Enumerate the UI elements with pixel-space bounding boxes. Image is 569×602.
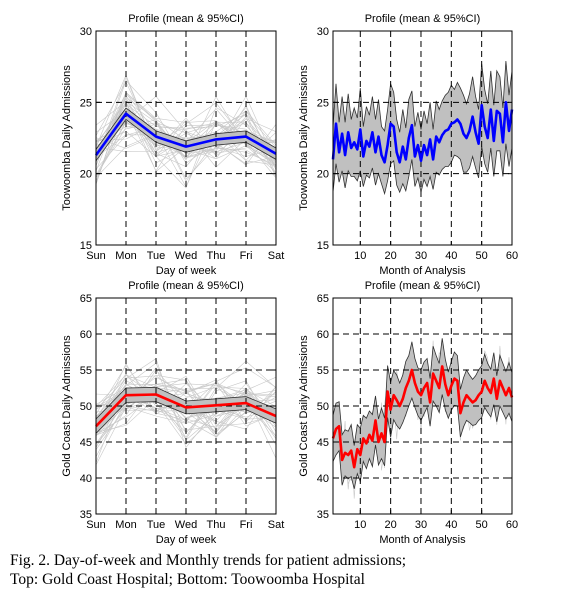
y-tick-label: 65 <box>80 293 92 305</box>
caption-line-2: Top: Gold Coast Hospital; Bottom: Toowoo… <box>10 571 365 588</box>
x-tick-label: 60 <box>506 250 518 262</box>
y-tick-label: 40 <box>80 473 92 485</box>
y-tick-label: 30 <box>317 26 329 38</box>
x-tick-label: 10 <box>354 250 366 262</box>
y-axis-label: Toowoomba Daily Admissions <box>298 65 310 211</box>
x-tick-label: Thu <box>207 250 226 262</box>
dow-goldcoast-plot: 35 40 45 50 55 60 65 Sun Mon Tue Wed Thu Fri Sat Profi… <box>61 280 284 546</box>
mean-series-line <box>331 365 514 469</box>
y-tick-label: 65 <box>317 293 329 305</box>
y-tick-label: 20 <box>80 169 92 181</box>
y-tick-label: 50 <box>80 401 92 413</box>
x-tick-label: Mon <box>115 250 136 262</box>
x-tick-label: 20 <box>385 250 397 262</box>
x-tick-label: Sun <box>86 519 106 531</box>
y-tick-label: 60 <box>80 329 92 341</box>
y-tick-label: 45 <box>317 437 329 449</box>
figure-caption: Fig. 2. Day-of-week and Monthly trends f… <box>10 551 565 589</box>
y-tick-label: 55 <box>80 365 92 377</box>
chart-title: Profile (mean & 95%CI) <box>365 280 481 292</box>
y-tick-label: 15 <box>80 240 92 252</box>
y-tick-label: 25 <box>317 97 329 109</box>
chart-title: Profile (mean & 95%CI) <box>365 13 481 25</box>
dow-toowoomba-plot: 15 20 25 30 Sun Mon Tue Wed Thu Fri Sat Profile (me… <box>61 13 284 277</box>
mean-series-line <box>94 112 277 156</box>
x-axis-label: Day of week <box>156 534 217 546</box>
mean-series-line <box>95 393 277 428</box>
y-axis-label: Toowoomba Daily Admissions <box>61 65 73 211</box>
x-axis-label: Month of Analysis <box>379 534 466 546</box>
y-tick-label: 35 <box>317 509 329 521</box>
x-tick-label: 60 <box>506 519 518 531</box>
monthly-goldcoast-plot: 35 40 45 50 55 60 65 10 20 30 40 50 60 Profile (mean … <box>298 280 518 546</box>
y-axis-label: Gold Coast Daily Admissions <box>61 335 73 477</box>
x-tick-label: 40 <box>445 250 457 262</box>
x-tick-label: Thu <box>207 519 226 531</box>
x-tick-label: Tue <box>147 250 166 262</box>
y-tick-label: 45 <box>80 437 92 449</box>
x-tick-label: 10 <box>354 519 366 531</box>
y-tick-label: 35 <box>80 509 92 521</box>
y-tick-label: 40 <box>317 473 329 485</box>
mean-series-line <box>331 101 514 164</box>
y-tick-label: 30 <box>80 26 92 38</box>
chart-title: Profile (mean & 95%CI) <box>128 13 244 25</box>
x-tick-label: 50 <box>476 519 488 531</box>
x-tick-label: 40 <box>445 519 457 531</box>
x-axis-label: Month of Analysis <box>379 265 466 277</box>
x-tick-label: Wed <box>175 250 197 262</box>
x-tick-label: Sat <box>268 519 285 531</box>
x-tick-label: Mon <box>115 519 136 531</box>
x-tick-label: 50 <box>476 250 488 262</box>
y-tick-label: 15 <box>317 240 329 252</box>
x-tick-label: Fri <box>240 250 253 262</box>
x-tick-label: 30 <box>415 250 427 262</box>
y-tick-label: 50 <box>317 401 329 413</box>
x-tick-label: Tue <box>147 519 166 531</box>
x-tick-label: Fri <box>240 519 253 531</box>
y-tick-label: 25 <box>80 97 92 109</box>
x-tick-label: Wed <box>175 519 197 531</box>
x-axis-label: Day of week <box>156 265 217 277</box>
x-tick-label: Sat <box>268 250 285 262</box>
x-tick-label: Sun <box>86 250 106 262</box>
chart-title: Profile (mean & 95%CI) <box>128 280 244 292</box>
monthly-toowoomba-plot: 15 20 25 30 10 20 30 40 50 60 Profile (mean & 95%C… <box>298 13 518 277</box>
x-tick-label: 20 <box>385 519 397 531</box>
axes-frame <box>332 30 513 246</box>
caption-line-1: Fig. 2. Day-of-week and Monthly trends f… <box>10 552 407 569</box>
y-tick-label: 55 <box>317 365 329 377</box>
y-axis-label: Gold Coast Daily Admissions <box>298 335 310 477</box>
x-tick-label: 30 <box>415 519 427 531</box>
y-tick-label: 20 <box>317 169 329 181</box>
y-tick-label: 60 <box>317 329 329 341</box>
figure-canvas: 15 20 25 30 Sun Mon Tue Wed Thu Fri Sat Profile (me… <box>61 13 518 546</box>
